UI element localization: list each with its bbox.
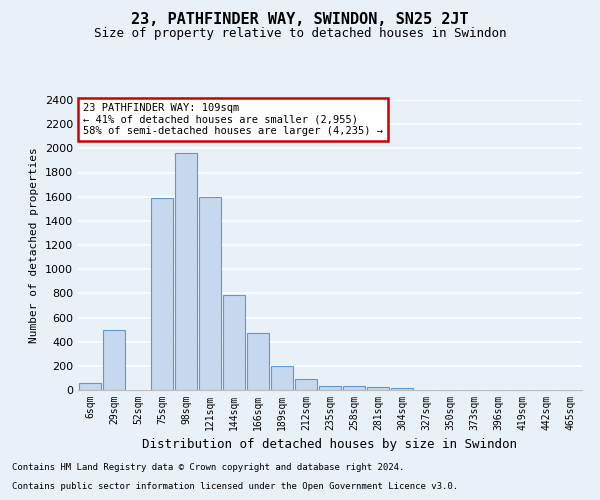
Bar [391,388,413,390]
Bar [175,153,197,390]
Bar [247,333,269,390]
Text: Size of property relative to detached houses in Swindon: Size of property relative to detached ho… [94,28,506,40]
Bar [295,378,317,390]
Text: Contains HM Land Registry data © Crown copyright and database right 2024.: Contains HM Land Registry data © Crown c… [12,464,404,472]
Bar [343,386,365,390]
X-axis label: Distribution of detached houses by size in Swindon: Distribution of detached houses by size … [143,438,517,452]
Bar [151,198,173,390]
Bar [367,387,389,390]
Bar [199,196,221,390]
Bar [319,386,341,390]
Bar [103,330,125,390]
Text: Contains public sector information licensed under the Open Government Licence v3: Contains public sector information licen… [12,482,458,491]
Y-axis label: Number of detached properties: Number of detached properties [29,147,40,343]
Bar [271,366,293,390]
Text: 23 PATHFINDER WAY: 109sqm
← 41% of detached houses are smaller (2,955)
58% of se: 23 PATHFINDER WAY: 109sqm ← 41% of detac… [83,103,383,136]
Bar [79,383,101,390]
Bar [223,294,245,390]
Text: 23, PATHFINDER WAY, SWINDON, SN25 2JT: 23, PATHFINDER WAY, SWINDON, SN25 2JT [131,12,469,28]
